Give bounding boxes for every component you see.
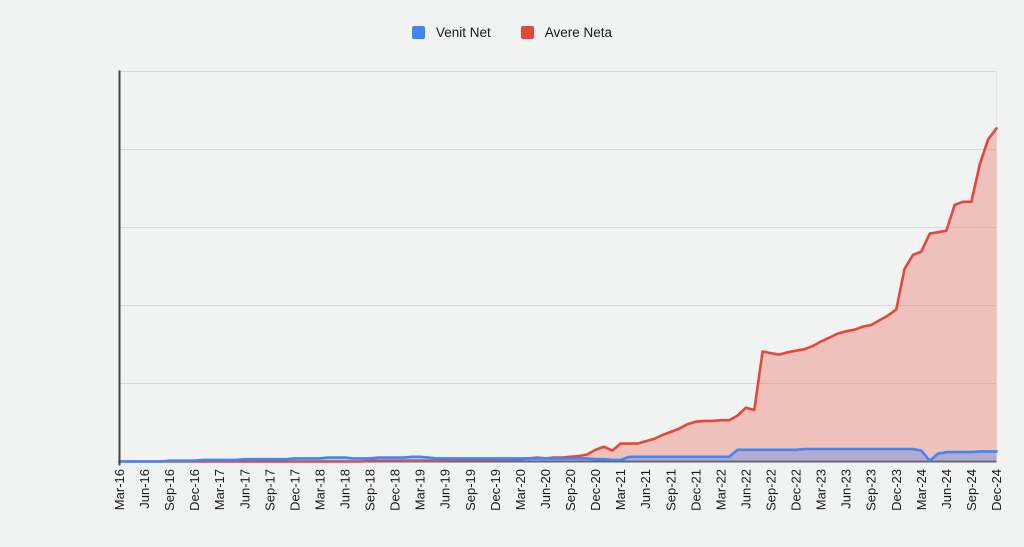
x-axis-label: Jun-21 [638, 469, 653, 509]
x-axis-label: Mar-22 [713, 469, 728, 510]
x-axis-label: Sep-21 [663, 469, 678, 511]
x-axis-label: Sep-17 [262, 469, 277, 511]
x-axis-label: Jun-22 [738, 469, 753, 509]
x-axis-label: Dec-22 [789, 469, 804, 511]
legend-item-venit-net[interactable]: Venit Net [411, 25, 491, 40]
x-axis-label: Sep-18 [363, 469, 378, 511]
x-axis-label: Sep-23 [864, 469, 879, 511]
venit-net-swatch-icon [411, 26, 425, 40]
x-axis-label: Dec-23 [889, 469, 904, 511]
x-axis-label: Mar-20 [513, 469, 528, 510]
x-axis-label: Mar-19 [413, 469, 428, 510]
x-axis-label: Mar-18 [313, 469, 328, 510]
x-axis-label: Mar-23 [814, 469, 829, 510]
legend-item-avere-neta[interactable]: Avere Neta [520, 25, 613, 40]
avere-neta-area [119, 128, 997, 462]
x-axis-label: Jun-24 [939, 469, 954, 509]
x-axis-label: Jun-19 [438, 469, 453, 509]
chart-legend: Venit Net Avere Neta [0, 26, 1024, 40]
x-axis-label: Mar-21 [613, 469, 628, 510]
x-axis-label: Sep-19 [463, 469, 478, 511]
x-axis-label: Mar-16 [112, 469, 127, 510]
legend-label-venit-net: Venit Net [435, 25, 491, 40]
x-axis-label: Jun-18 [338, 469, 353, 509]
x-axis-label: Sep-24 [964, 469, 979, 511]
x-axis-label: Jun-16 [137, 469, 152, 509]
x-axis-label: Mar-17 [212, 469, 227, 510]
x-axis-label: Dec-19 [488, 469, 503, 511]
avere-neta-swatch-icon [520, 26, 534, 40]
x-axis-label: Mar-24 [914, 469, 929, 510]
x-axis-label: Sep-22 [764, 469, 779, 511]
venit-net-line [118, 447, 998, 463]
x-axis-label: Dec-16 [187, 469, 202, 511]
x-axis-label: Dec-17 [287, 469, 302, 511]
x-axis-label: Dec-24 [989, 469, 1004, 511]
x-axis-label: Jun-20 [538, 469, 553, 509]
x-axis-label: Dec-20 [588, 469, 603, 511]
x-axis-label: Dec-18 [388, 469, 403, 511]
x-axis-label: Sep-16 [162, 469, 177, 511]
legend-label-avere-neta: Avere Neta [544, 25, 613, 40]
x-axis-label: Dec-21 [688, 469, 703, 511]
x-axis-label: Jun-23 [839, 469, 854, 509]
x-axis-label: Jun-17 [237, 469, 252, 509]
x-axis-label: Sep-20 [563, 469, 578, 511]
